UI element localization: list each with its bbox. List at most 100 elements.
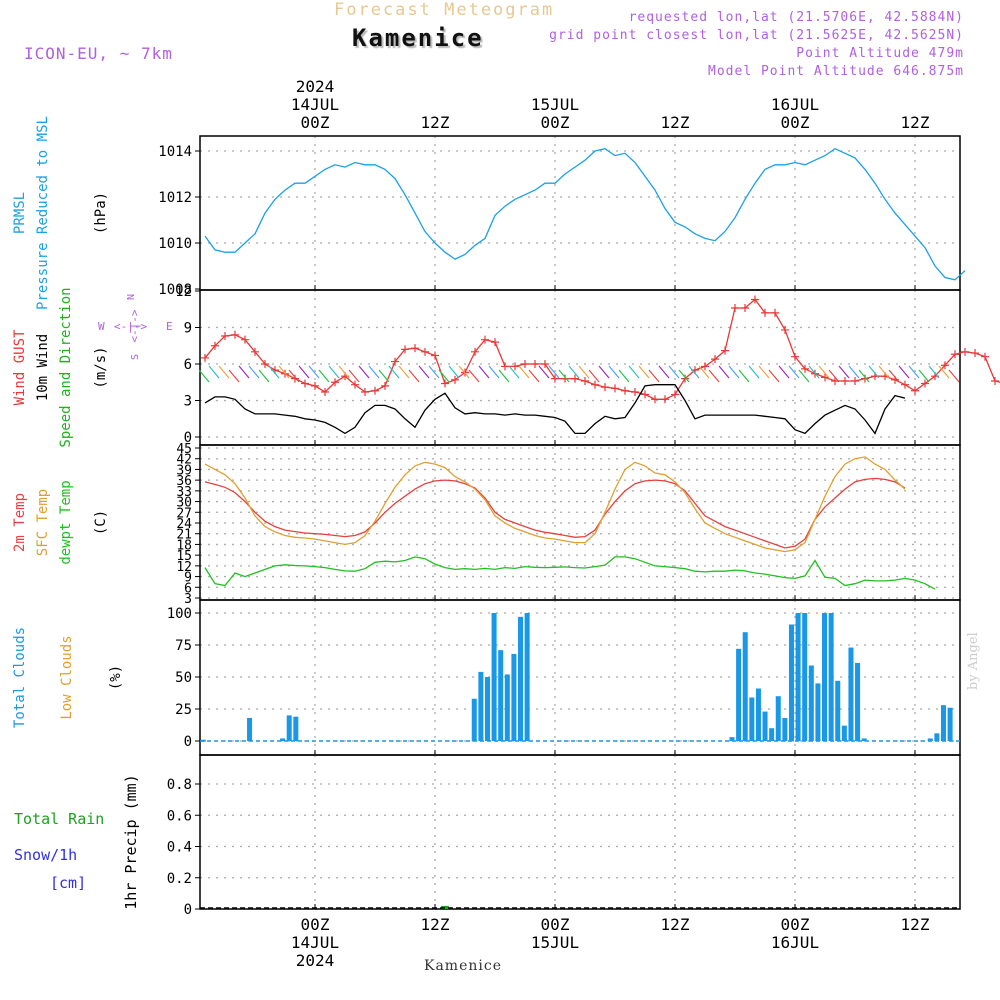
y-axis-label: Total Clouds <box>12 627 28 728</box>
time-label-bottom: 15JUL <box>531 933 579 952</box>
cloud-bar <box>504 674 510 741</box>
gust-marker <box>241 335 249 344</box>
wind-barb <box>748 365 760 379</box>
wind-barb <box>358 365 370 379</box>
wind-barb <box>568 365 580 379</box>
cloud-bar <box>927 738 933 741</box>
gust-marker <box>581 377 589 386</box>
time-label-bottom: 00Z <box>541 915 570 934</box>
gust-marker <box>591 380 599 389</box>
y-tick-label: 21 <box>176 528 192 543</box>
gust-marker <box>381 381 389 390</box>
gust-marker <box>901 380 909 389</box>
wind-barb <box>498 369 510 383</box>
y-tick-label: 0.2 <box>167 871 192 887</box>
wind-barb <box>648 369 660 383</box>
time-label-top: 14JUL <box>291 95 339 114</box>
cloud-bar <box>835 680 841 741</box>
wind-barb <box>488 365 500 379</box>
model-altitude: Model Point Altitude 646.875m <box>708 64 964 79</box>
y-tick-label: 27 <box>176 506 192 521</box>
gust-marker <box>551 374 559 383</box>
y-tick-label: 12 <box>175 284 192 300</box>
gust-marker <box>621 386 629 395</box>
cloud-bar <box>947 707 953 741</box>
wind-barb <box>908 365 920 379</box>
time-label-top: 15JUL <box>531 95 579 114</box>
series-line <box>204 477 906 549</box>
wind-barb <box>918 369 930 383</box>
gust-marker <box>481 335 489 344</box>
cloud-bar <box>802 613 808 741</box>
gust-marker <box>511 362 519 371</box>
y-axis-label: Low Clouds <box>59 635 75 719</box>
wind-barb <box>928 365 940 379</box>
wind-barb <box>398 365 410 379</box>
wind-barb <box>518 365 530 379</box>
wind-barb <box>468 369 480 383</box>
y-axis-label: Pressure Reduced to MSL <box>35 116 51 310</box>
cloud-bar <box>822 613 828 741</box>
y-tick-label: 0.4 <box>167 840 192 856</box>
cloud-bar <box>841 725 847 741</box>
gust-marker <box>491 338 499 347</box>
gust-marker <box>531 360 539 368</box>
gust-marker <box>501 362 509 371</box>
precip-legend-snow: Snow/1h <box>14 846 77 864</box>
wind-barb <box>548 365 560 379</box>
wind-barb <box>298 365 310 379</box>
point-altitude: Point Altitude 479m <box>796 46 964 61</box>
y-axis-label: (m/s) <box>93 346 109 388</box>
compass-horizontal: <-|-> <box>114 320 147 333</box>
wind-barb <box>868 365 880 379</box>
gust-marker <box>801 364 809 373</box>
cloud-bar <box>471 698 477 741</box>
cloud-bar <box>280 738 286 741</box>
cloud-bar <box>749 697 755 741</box>
wind-barb <box>328 365 340 379</box>
time-label-top: 12Z <box>661 113 690 132</box>
y-axis-label: 10m Wind <box>35 334 51 401</box>
time-label-bottom: 16JUL <box>771 933 819 952</box>
y-tick-label: 25 <box>175 702 192 718</box>
y-tick-label: 6 <box>184 357 192 373</box>
wind-barb <box>808 365 820 379</box>
time-label-bottom: 00Z <box>301 915 330 934</box>
wind-barb <box>668 365 680 379</box>
cloud-bar <box>286 715 292 741</box>
compass-e: E <box>166 320 173 333</box>
wind-barb <box>708 369 720 383</box>
y-tick-label: 75 <box>175 638 192 654</box>
wind-barb <box>608 365 620 379</box>
gust-marker <box>661 395 669 404</box>
precip-legend-rain: Total Rain <box>14 810 104 828</box>
gust-marker <box>911 386 919 395</box>
meteogram-title: Forecast Meteogram <box>334 0 555 20</box>
wind-barb <box>718 365 730 379</box>
wind-barb <box>508 365 520 379</box>
cloud-bar <box>518 616 524 741</box>
y-axis-label: PRMSL <box>12 192 28 234</box>
cloud-bar <box>775 696 781 741</box>
cloud-bar <box>788 624 794 741</box>
wind-barb <box>818 365 830 379</box>
y-tick-label: 9 <box>184 321 192 337</box>
y-tick-label: 0 <box>184 734 192 750</box>
wind-barb <box>308 365 320 379</box>
wind-barb <box>728 365 740 379</box>
compass-s: S <box>130 354 141 360</box>
wind-barb <box>278 365 290 379</box>
compass-w: W <box>98 320 105 333</box>
wind-barb <box>758 365 770 379</box>
wind-barb <box>448 365 460 379</box>
y-tick-label: 1010 <box>158 236 192 252</box>
wind-barb <box>878 365 890 379</box>
wind-barb <box>458 365 470 379</box>
gust-marker <box>961 347 969 356</box>
time-label-top: 00Z <box>541 113 570 132</box>
y-tick-label: 6 <box>184 581 192 596</box>
wind-barb <box>838 365 850 379</box>
wind-barb <box>598 365 610 379</box>
cloud-bar <box>478 671 484 741</box>
gust-marker <box>951 350 959 359</box>
